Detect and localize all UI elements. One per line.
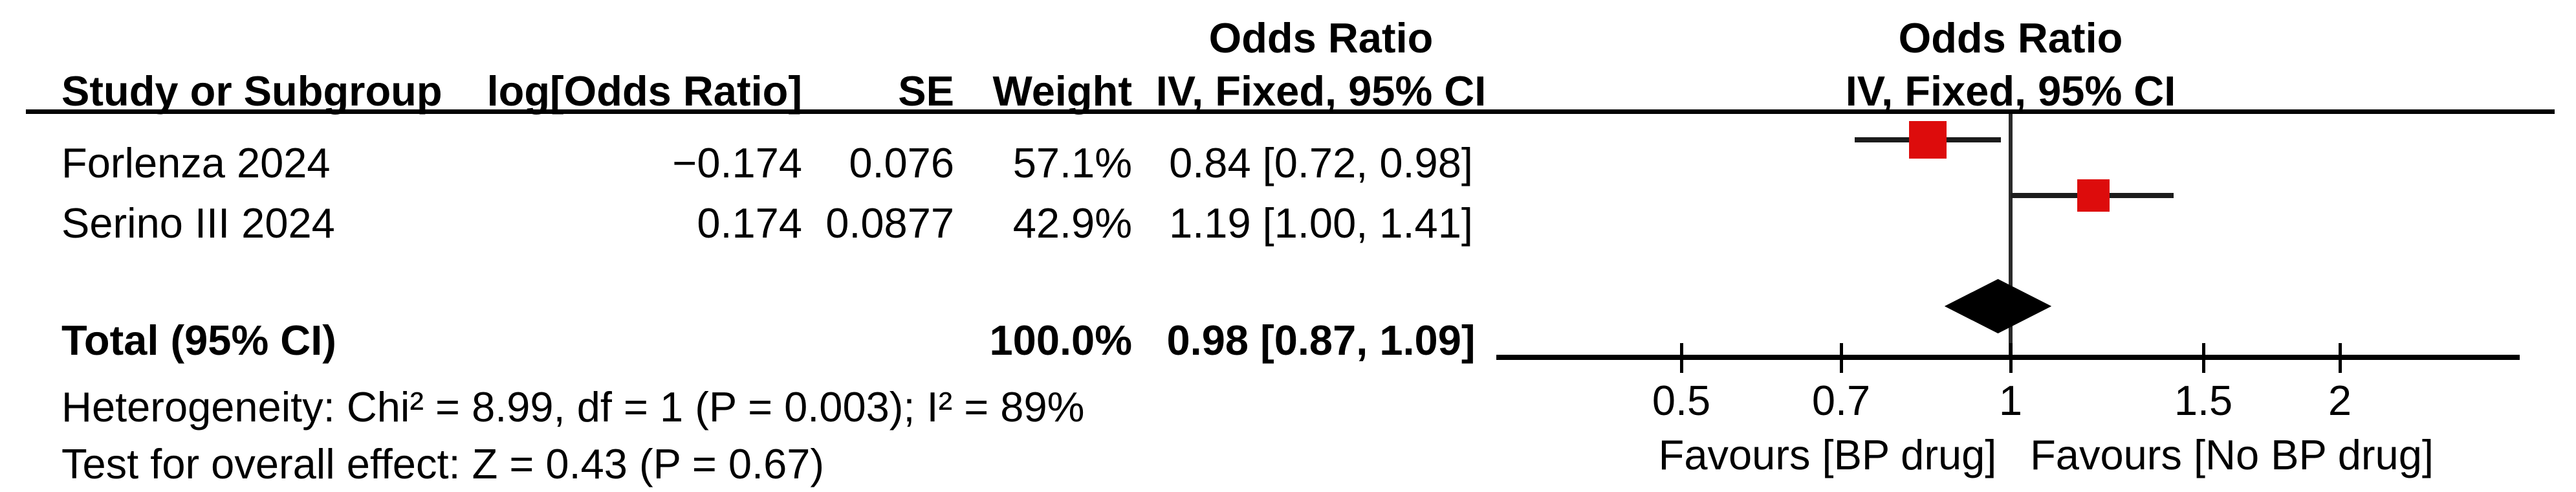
- favours-right-label: Favours [No BP drug]: [2030, 431, 2434, 478]
- se-cell: 0.076: [849, 139, 954, 186]
- axis-tick: [2201, 343, 2205, 373]
- favours-left-label: Favours [BP drug]: [1658, 431, 1997, 478]
- axis-tick-label: 0.5: [1652, 377, 1711, 424]
- column-header-ci: IV, Fixed, 95% CI: [1155, 67, 1487, 115]
- log-or-cell: 0.174: [697, 199, 802, 247]
- x-axis-line: [1496, 355, 2520, 360]
- axis-tick: [2009, 343, 2013, 373]
- column-header-log-or: log[Odds Ratio]: [486, 67, 802, 115]
- column-header-se: SE: [898, 67, 954, 115]
- axis-tick-label: 1: [1998, 377, 2023, 424]
- heterogeneity-note: Heterogeneity: Chi² = 8.99, df = 1 (P = …: [61, 383, 1085, 430]
- study-name-cell: Serino III 2024: [61, 199, 335, 247]
- weight-cell: 42.9%: [1012, 199, 1132, 247]
- effect-size-square: [1909, 121, 1947, 159]
- study-name-cell: Forlenza 2024: [61, 139, 331, 186]
- axis-tick-label: 2: [2328, 377, 2352, 424]
- axis-tick-label: 0.7: [1811, 377, 1871, 424]
- plot-effect-column-title: Odds Ratio: [1898, 14, 2123, 62]
- total-ci-cell: 0.98 [0.87, 1.09]: [1166, 317, 1476, 364]
- axis-tick: [1680, 343, 1684, 373]
- total-weight-cell: 100.0%: [989, 317, 1132, 364]
- ci-estimate-cell: 0.84 [0.72, 0.98]: [1169, 139, 1473, 186]
- log-or-cell: −0.174: [672, 139, 802, 186]
- se-cell: 0.0877: [825, 199, 954, 247]
- overall-effect-note: Test for overall effect: Z = 0.43 (P = 0…: [61, 440, 825, 487]
- ci-estimate-cell: 1.19 [1.00, 1.41]: [1169, 199, 1473, 247]
- header-divider-line: [26, 109, 2555, 114]
- axis-tick-label: 1.5: [2174, 377, 2233, 424]
- plot-column-header-ci: IV, Fixed, 95% CI: [1845, 67, 2176, 115]
- axis-tick: [2338, 343, 2342, 373]
- weight-cell: 57.1%: [1012, 139, 1132, 186]
- effect-size-square: [2077, 179, 2110, 212]
- null-effect-line: [2009, 114, 2013, 360]
- table-effect-column-title: Odds Ratio: [1208, 14, 1434, 62]
- column-header-weight: Weight: [992, 67, 1132, 115]
- column-header-study: Study or Subgroup: [61, 67, 442, 115]
- total-label-cell: Total (95% CI): [61, 317, 336, 364]
- total-effect-diamond: [1944, 279, 2052, 333]
- axis-tick: [1840, 343, 1844, 373]
